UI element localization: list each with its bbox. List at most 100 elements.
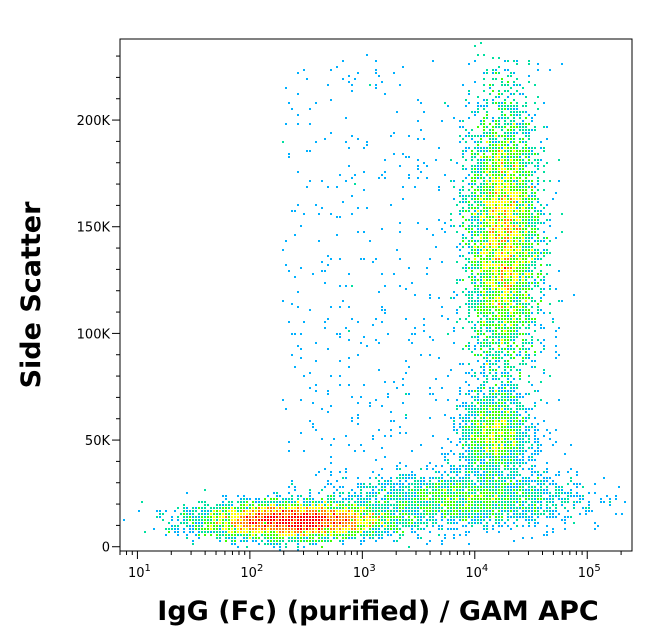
data-point <box>276 492 278 494</box>
data-point <box>378 534 380 536</box>
data-point <box>501 168 503 170</box>
data-point <box>546 219 548 221</box>
data-point <box>300 537 302 539</box>
data-point <box>507 513 509 515</box>
data-point <box>366 519 368 521</box>
data-point <box>216 510 218 512</box>
data-point <box>366 510 368 512</box>
data-point <box>483 486 485 488</box>
data-point <box>501 165 503 167</box>
data-point <box>483 258 485 260</box>
data-point <box>495 252 497 254</box>
data-point <box>513 273 515 275</box>
data-point <box>477 210 479 212</box>
data-point <box>393 525 395 527</box>
data-point <box>492 486 494 488</box>
data-point <box>480 279 482 281</box>
data-point <box>495 168 497 170</box>
data-point <box>432 486 434 488</box>
data-point <box>411 489 413 491</box>
data-point <box>399 462 401 464</box>
data-point <box>531 384 533 386</box>
data-point <box>513 240 515 242</box>
data-point <box>483 216 485 218</box>
data-point <box>507 456 509 458</box>
data-point <box>537 513 539 515</box>
data-point <box>507 288 509 290</box>
data-point <box>303 525 305 527</box>
data-point <box>486 435 488 437</box>
data-point <box>306 513 308 515</box>
data-point <box>315 429 317 431</box>
data-point <box>420 129 422 131</box>
data-point <box>291 531 293 533</box>
data-point <box>486 450 488 452</box>
data-point <box>525 357 527 359</box>
data-point <box>405 498 407 500</box>
data-point <box>396 525 398 527</box>
data-point <box>564 522 566 524</box>
data-point <box>318 534 320 536</box>
data-point <box>486 351 488 353</box>
data-point <box>501 228 503 230</box>
data-point <box>474 408 476 410</box>
data-point <box>270 513 272 515</box>
data-point <box>516 108 518 110</box>
data-point <box>489 204 491 206</box>
data-point <box>507 195 509 197</box>
data-point <box>600 501 602 503</box>
data-point <box>441 495 443 497</box>
data-point <box>327 501 329 503</box>
data-point <box>324 537 326 539</box>
data-point <box>486 327 488 329</box>
data-point <box>234 507 236 509</box>
data-point <box>366 492 368 494</box>
data-point <box>567 498 569 500</box>
data-point <box>456 471 458 473</box>
data-point <box>492 141 494 143</box>
data-point <box>291 504 293 506</box>
data-point <box>360 396 362 398</box>
data-point <box>480 213 482 215</box>
data-point <box>459 507 461 509</box>
data-point <box>471 282 473 284</box>
data-point <box>504 405 506 407</box>
data-point <box>495 186 497 188</box>
data-point <box>480 327 482 329</box>
data-point <box>249 534 251 536</box>
data-point <box>441 498 443 500</box>
data-point <box>522 483 524 485</box>
data-point <box>522 324 524 326</box>
data-point <box>588 504 590 506</box>
data-point <box>510 264 512 266</box>
data-point <box>483 345 485 347</box>
data-point <box>339 534 341 536</box>
data-point <box>246 519 248 521</box>
data-point <box>357 513 359 515</box>
data-point <box>528 525 530 527</box>
data-point <box>201 522 203 524</box>
data-point <box>516 498 518 500</box>
data-point <box>498 117 500 119</box>
data-point <box>498 180 500 182</box>
data-point <box>453 420 455 422</box>
data-point <box>483 246 485 248</box>
data-point <box>474 258 476 260</box>
data-point <box>225 528 227 530</box>
data-point <box>405 522 407 524</box>
data-point <box>543 171 545 173</box>
data-point <box>345 531 347 533</box>
data-point <box>498 453 500 455</box>
data-point <box>486 432 488 434</box>
data-point <box>255 510 257 512</box>
data-point <box>537 309 539 311</box>
data-point <box>468 294 470 296</box>
data-point <box>255 498 257 500</box>
data-point <box>309 543 311 545</box>
data-point <box>210 513 212 515</box>
data-point <box>306 540 308 542</box>
data-point <box>327 411 329 413</box>
data-point <box>537 276 539 278</box>
data-point <box>492 285 494 287</box>
data-point <box>480 255 482 257</box>
